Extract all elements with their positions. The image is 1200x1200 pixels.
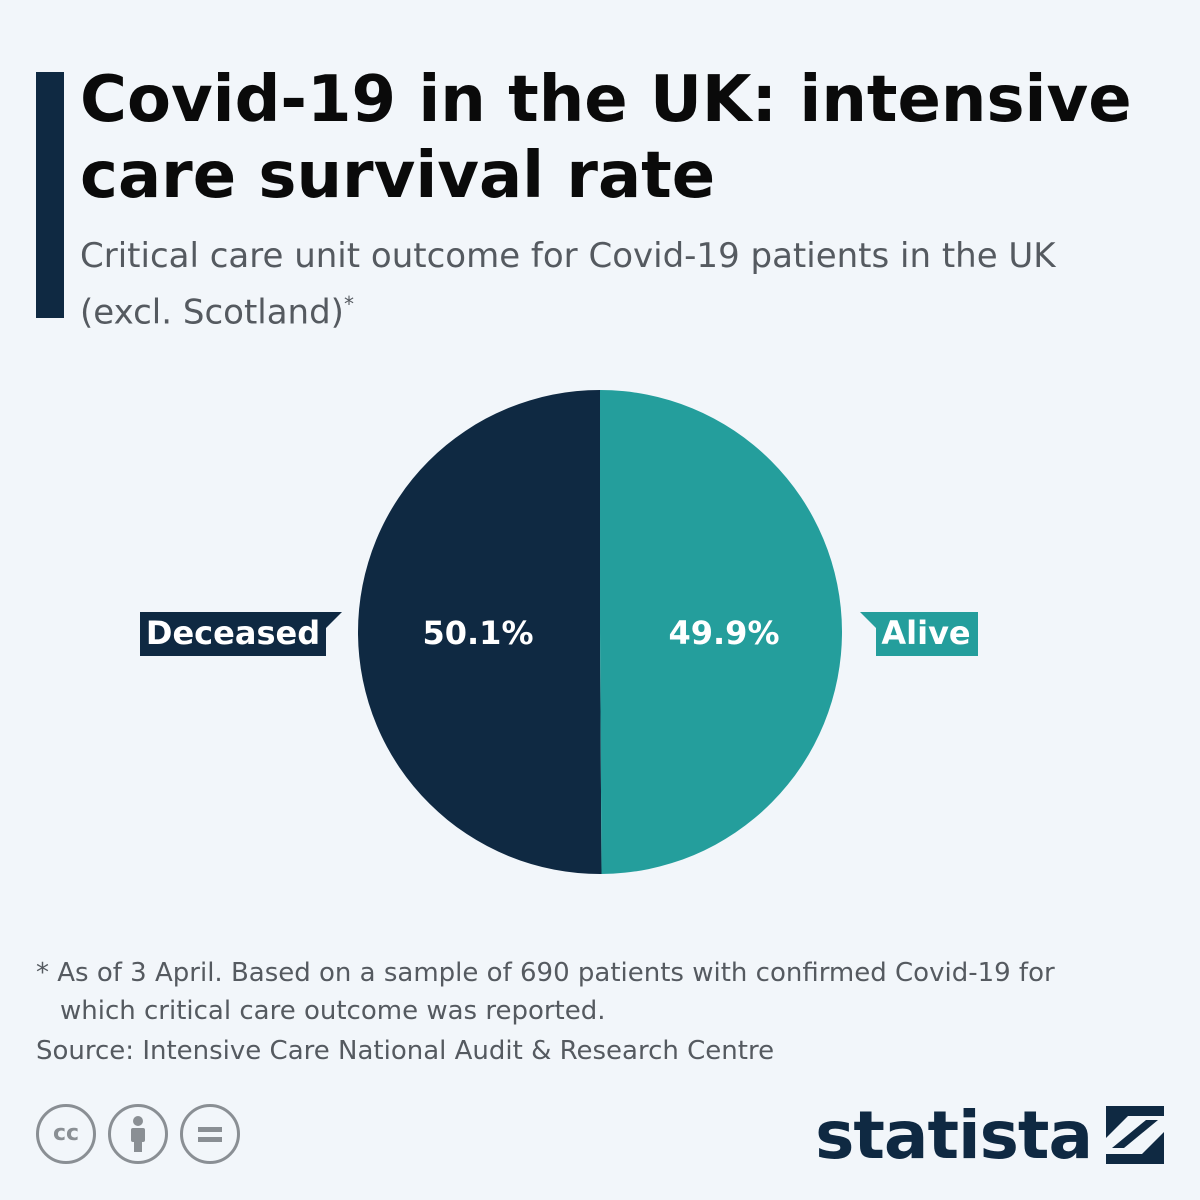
category-label-deceased: Deceased (140, 612, 342, 656)
alive-tag-text: Alive (881, 614, 970, 652)
no-derivatives-icon[interactable] (180, 1104, 240, 1164)
deceased-tag-background (140, 612, 342, 656)
chart-subtitle: Critical care unit outcome for Covid-19 … (80, 232, 1080, 336)
source-note: Source: Intensive Care National Audit & … (36, 1036, 775, 1066)
footnote: * As of 3 April. Based on a sample of 69… (36, 954, 1136, 1030)
footnote-line-2: which critical care outcome was reported… (60, 996, 606, 1026)
chart-title: Covid-19 in the UK: intensive care survi… (80, 63, 1132, 213)
accent-bar (36, 72, 64, 318)
subtitle-footnote-mark: * (343, 292, 354, 316)
pie-chart: 50.1% 49.9% Deceased Alive (140, 390, 978, 875)
pie-slice-deceased (357, 390, 602, 875)
brand-name: statista (815, 1096, 1093, 1174)
category-label-alive: Alive (860, 612, 978, 656)
value-label-deceased: 50.1% (422, 614, 533, 652)
creative-commons-icon[interactable]: cc (36, 1104, 96, 1164)
attribution-icon[interactable] (108, 1104, 168, 1164)
statista-logo[interactable]: statista (815, 1090, 1164, 1180)
subtitle-text: Critical care unit outcome for Covid-19 … (80, 236, 1056, 333)
statista-mark-icon (1106, 1106, 1164, 1164)
footnote-line-1: * As of 3 April. Based on a sample of 69… (36, 958, 1055, 988)
value-label-alive: 49.9% (668, 614, 779, 652)
alive-tag-background (860, 612, 978, 656)
deceased-tag-text: Deceased (146, 614, 320, 652)
pie-slice-alive (600, 390, 842, 874)
